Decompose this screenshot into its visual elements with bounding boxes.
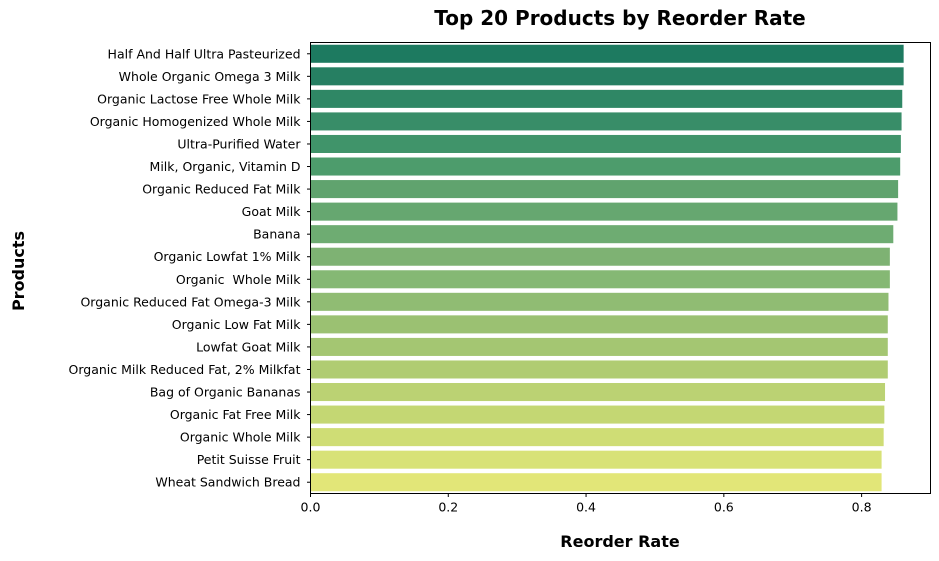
x-tick-label: 0.0 <box>301 500 321 515</box>
bars-group <box>310 44 904 492</box>
y-tick-label: Organic Fat Free Milk <box>170 407 301 422</box>
y-tick-label: Organic Homogenized Whole Milk <box>90 114 301 129</box>
y-tick-label: Organic Whole Milk <box>180 430 301 445</box>
bar <box>310 157 901 176</box>
y-tick-label: Organic Whole Milk <box>176 272 301 287</box>
bar <box>310 67 904 86</box>
bar <box>310 247 890 266</box>
y-tick-label: Organic Milk Reduced Fat, 2% Milkfat <box>69 362 301 377</box>
x-axis-label: Reorder Rate <box>560 532 680 551</box>
y-tick-label: Petit Suisse Fruit <box>197 452 301 467</box>
y-tick-label: Lowfat Goat Milk <box>196 339 301 354</box>
bar <box>310 270 890 289</box>
y-tick-label: Half And Half Ultra Pasteurized <box>108 46 301 61</box>
bar <box>310 473 882 492</box>
bar <box>310 202 898 221</box>
y-tick-label: Wheat Sandwich Bread <box>155 475 300 490</box>
y-tick-label: Milk, Organic, Vitamin D <box>150 159 301 174</box>
x-tick-label: 0.2 <box>438 500 458 515</box>
bar <box>310 89 903 108</box>
y-tick-label: Goat Milk <box>242 204 302 219</box>
y-tick-label: Banana <box>253 227 300 242</box>
y-tick-label: Whole Organic Omega 3 Milk <box>119 69 302 84</box>
bar <box>310 44 904 63</box>
bar <box>310 450 882 469</box>
chart-title: Top 20 Products by Reorder Rate <box>434 6 806 30</box>
bar <box>310 428 884 447</box>
x-tick-label: 0.8 <box>852 500 872 515</box>
bar <box>310 383 886 402</box>
bar <box>310 112 902 131</box>
y-tick-label: Ultra-Purified Water <box>177 136 301 151</box>
bar <box>310 134 901 153</box>
y-tick-label: Organic Reduced Fat Milk <box>142 182 301 197</box>
y-axis-label: Products <box>9 231 28 311</box>
bar <box>310 337 888 356</box>
bar <box>310 360 888 379</box>
bar <box>310 225 894 244</box>
y-tick-label: Organic Reduced Fat Omega-3 Milk <box>80 294 301 309</box>
y-tick-label: Organic Lowfat 1% Milk <box>154 249 302 264</box>
bar <box>310 180 899 199</box>
y-tick-label: Organic Low Fat Milk <box>172 317 301 332</box>
x-ticks: 0.0 0.2 0.4 0.6 0.8 <box>301 493 872 515</box>
bar <box>310 405 885 424</box>
bar <box>310 292 889 311</box>
bar <box>310 315 888 334</box>
y-tick-label: Bag of Organic Bananas <box>150 385 301 400</box>
y-tick-labels: Half And Half Ultra Pasteurized Whole Org… <box>69 46 311 490</box>
y-tick-label: Organic Lactose Free Whole Milk <box>97 91 301 106</box>
x-tick-label: 0.4 <box>576 500 596 515</box>
plot-frame <box>310 42 931 494</box>
x-tick-label: 0.6 <box>714 500 734 515</box>
